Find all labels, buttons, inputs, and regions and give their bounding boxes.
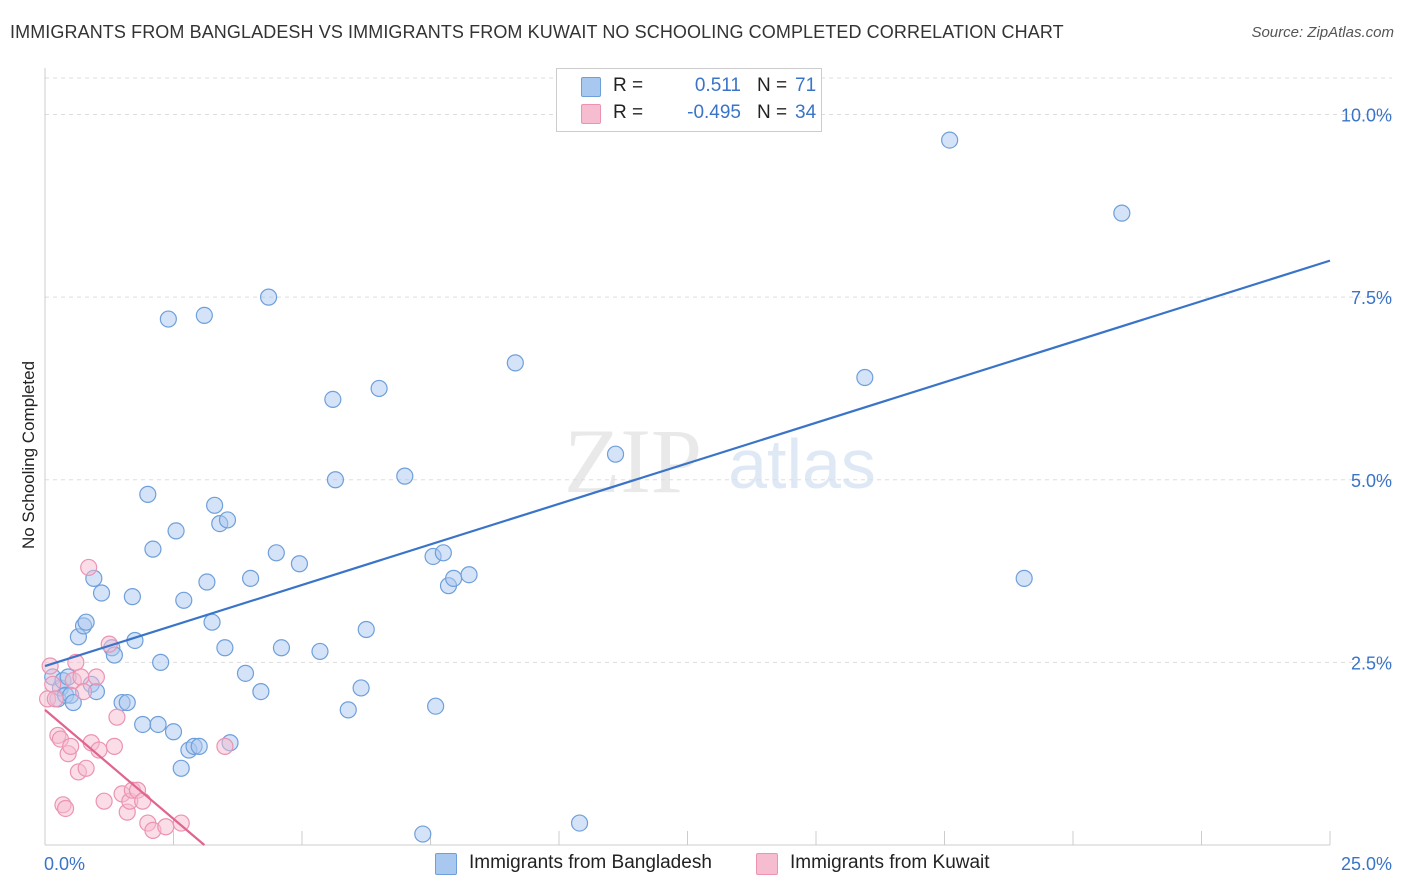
legend-r-label: R = — [613, 75, 644, 96]
legend-n-value: 34 — [795, 102, 817, 123]
kuwait-point — [41, 657, 59, 675]
bangladesh-point — [272, 639, 291, 657]
kuwait-point — [172, 814, 190, 832]
bangladesh-point — [195, 306, 213, 325]
legend-n-value: 71 — [795, 75, 817, 96]
x-tick-label-min: 0.0% — [44, 854, 85, 874]
bangladesh-point — [167, 522, 185, 540]
bottom-legend-label-bangladesh: Immigrants from Bangladesh — [469, 852, 712, 873]
bangladesh-point — [396, 467, 414, 485]
tick-labels: 2.5% 5.0% 7.5% 10.0% 0.0% 25.0% — [44, 106, 1392, 874]
bangladesh-point — [190, 737, 208, 755]
kuwait-point — [95, 792, 113, 810]
correlation-legend: R = 0.511 N = 71 R = -0.495 N = 34 — [556, 68, 822, 132]
bangladesh-point — [370, 379, 388, 398]
kuwait-point — [77, 759, 95, 777]
bangladesh-point — [414, 825, 432, 843]
bottom-legend-swatch-bangladesh — [435, 853, 457, 875]
kuwait-point — [134, 792, 152, 810]
bottom-legend-label-kuwait: Immigrants from Kuwait — [790, 852, 990, 873]
bangladesh-point — [460, 566, 478, 584]
bangladesh-point — [139, 485, 157, 503]
x-tick-label-max: 25.0% — [1341, 854, 1392, 874]
bangladesh-point — [339, 701, 357, 719]
bangladesh-point — [118, 693, 136, 712]
y-tick-label: 5.0% — [1351, 471, 1392, 491]
bangladesh-point — [216, 639, 234, 657]
kuwait-point — [80, 558, 98, 577]
bangladesh-point — [357, 620, 375, 639]
kuwait-point — [62, 737, 80, 755]
bangladesh-point — [149, 715, 167, 734]
legend-r-value: 0.511 — [694, 75, 741, 96]
legend-n-label: N = — [757, 75, 788, 96]
bangladesh-trend-line — [44, 259, 1331, 668]
kuwait-point — [157, 818, 175, 836]
bangladesh-point — [77, 613, 95, 631]
legend-r-value: -0.495 — [687, 102, 741, 123]
bangladesh-point — [236, 664, 255, 682]
watermark-atlas: atlas — [728, 425, 876, 503]
legend-swatch-kuwait — [581, 104, 601, 124]
bangladesh-point — [267, 544, 285, 562]
y-tick-label: 7.5% — [1351, 288, 1392, 308]
bangladesh-point — [64, 693, 82, 712]
kuwait-trend-line — [44, 709, 206, 846]
y-tick-label: 10.0% — [1341, 106, 1392, 126]
bangladesh-point — [311, 642, 329, 661]
bangladesh-point — [856, 368, 874, 387]
kuwait-point — [87, 668, 106, 686]
axes — [44, 68, 1331, 846]
bangladesh-point — [445, 569, 463, 587]
kuwait-point — [44, 675, 62, 693]
legend-n-label: N = — [757, 102, 788, 123]
bangladesh-point — [290, 555, 309, 573]
bangladesh-point — [606, 445, 625, 463]
bangladesh-point — [252, 682, 270, 701]
bangladesh-point — [352, 679, 370, 697]
kuwait-point — [72, 668, 90, 686]
kuwait-point — [108, 708, 126, 726]
bangladesh-point — [92, 584, 111, 602]
bangladesh-point — [434, 544, 452, 562]
bangladesh-point — [134, 715, 152, 734]
y-tick-label: 2.5% — [1351, 653, 1392, 673]
bangladesh-point — [172, 759, 190, 777]
bangladesh-point — [242, 569, 260, 587]
kuwait-point — [56, 799, 75, 818]
bangladesh-point — [203, 613, 221, 631]
bangladesh-point — [259, 288, 278, 306]
legend-swatch-bangladesh — [581, 77, 601, 97]
trend-lines — [44, 259, 1331, 846]
bangladesh-point — [198, 573, 216, 591]
bangladesh-point — [941, 131, 959, 149]
legend-r-label: R = — [613, 102, 644, 123]
bangladesh-point — [570, 814, 589, 832]
bangladesh-point — [506, 354, 524, 372]
bangladesh-point — [324, 390, 342, 409]
bangladesh-point — [164, 723, 183, 741]
bangladesh-point — [1015, 569, 1033, 587]
bangladesh-point — [152, 653, 170, 671]
kuwait-point — [216, 737, 234, 755]
bottom-legend-swatch-kuwait — [756, 853, 778, 875]
bangladesh-point — [159, 310, 177, 328]
bangladesh-point — [427, 697, 445, 715]
bangladesh-point — [206, 496, 224, 514]
series-bangladesh — [44, 131, 1131, 843]
bangladesh-point — [123, 588, 141, 606]
kuwait-point — [46, 690, 64, 708]
source-label: Source: ZipAtlas.com — [1251, 24, 1394, 41]
kuwait-point — [105, 737, 123, 755]
bangladesh-point — [1113, 204, 1131, 222]
bangladesh-point — [218, 511, 237, 529]
bangladesh-point — [326, 471, 345, 489]
bangladesh-point — [144, 540, 162, 558]
bangladesh-point — [175, 591, 193, 609]
chart-title: IMMIGRANTS FROM BANGLADESH VS IMMIGRANTS… — [10, 22, 1064, 42]
kuwait-point — [74, 682, 93, 701]
